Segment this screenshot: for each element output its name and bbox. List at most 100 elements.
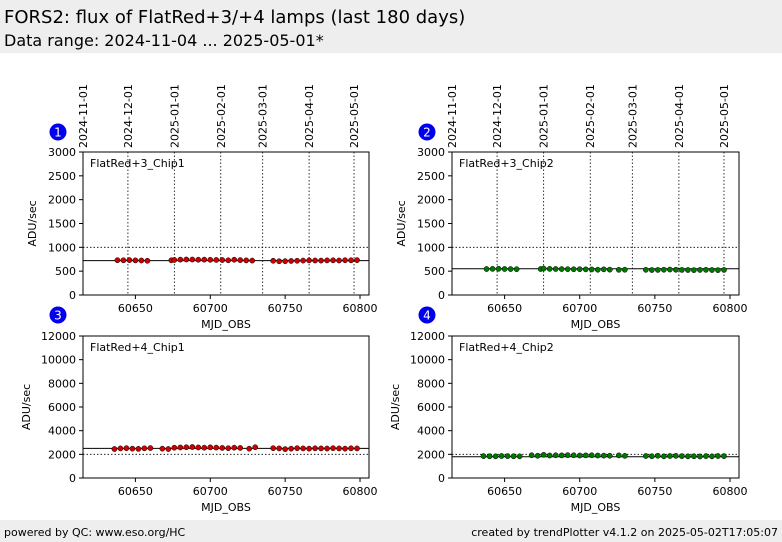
data-point [703,453,709,459]
data-point [594,266,601,273]
y-tick-label: 3000 [48,146,76,159]
panel-label: FlatRed+3_Chip2 [459,157,554,170]
data-range-subtitle: Data range: 2024-11-04 ... 2025-05-01* [4,31,324,50]
data-point [189,444,196,450]
data-point [621,453,628,459]
data-point [709,453,715,460]
data-point [667,453,673,459]
data-point [661,453,667,460]
data-point [183,256,190,263]
date-tick-label: 2024-11-01 [77,84,90,148]
data-point [655,452,661,459]
x-tick-label: 60800 [712,485,747,498]
plot-frame [451,335,740,479]
data-point [144,257,151,264]
data-point [282,258,288,265]
data-point [558,266,565,272]
data-point [237,445,244,451]
data-point [249,257,256,264]
data-point [300,445,306,452]
data-point [147,445,154,451]
data-point [492,453,499,460]
data-point [129,445,136,452]
data-point [135,446,142,452]
panel-number: 2 [423,126,431,140]
data-point [504,453,511,459]
data-point [183,444,190,451]
plot-frame [451,151,740,296]
data-point [141,445,148,452]
panel-number-badge [49,123,67,141]
data-point [195,256,202,263]
data-point [570,266,577,273]
data-point [642,453,649,459]
y-tick-label: 500 [55,265,76,278]
data-point [615,452,622,459]
data-point [655,267,661,273]
panel-1: 2024-11-01 2024-12-01 2025-01-01 2025-02-01… [26,84,378,331]
data-point [685,453,691,460]
data-point [495,265,502,272]
plot-frame [82,335,370,479]
footer-powered-by: powered by QC: www.eso.org/HC [4,526,186,539]
data-point [679,267,685,273]
data-point [648,267,655,273]
y-tick-label: 3000 [417,146,445,159]
data-point [570,452,577,459]
data-point [219,257,226,263]
y-axis-label: ADU/sec [20,384,33,430]
data-point [177,444,184,451]
y-tick-label: 8000 [417,377,445,390]
data-point [282,446,288,452]
data-point [507,266,514,272]
page-title: FORS2: flux of FlatRed+3/+4 lamps (last … [4,7,466,28]
data-point [703,266,709,273]
data-point [486,453,493,460]
data-point [213,257,220,263]
date-tick-label: 2025-04-01 [673,84,686,148]
data-point [276,258,283,265]
data-point [540,451,547,458]
data-point [324,445,330,452]
data-point [691,453,697,460]
data-point [195,444,202,451]
data-point [126,257,133,263]
data-point [685,267,691,273]
data-point [546,266,553,272]
data-point [516,453,523,460]
panel-number-badge [49,306,67,324]
data-point [177,256,184,263]
y-tick-label: 2000 [417,448,445,461]
y-tick-label: 2500 [48,170,76,183]
y-axis-label: ADU/sec [389,384,402,430]
data-point [564,266,571,273]
date-tick-label: 2025-04-01 [303,84,316,148]
data-point [582,266,589,273]
data-point [201,256,208,263]
data-point [709,267,715,273]
x-tick-label: 60700 [193,302,228,315]
panel-4: 0 2000 4000 6000 8000 10000 12000 60650 60700 607… [389,306,747,514]
date-tick-label: 2025-05-01 [348,84,361,148]
data-point [117,445,124,452]
y-tick-label: 1000 [48,241,76,254]
y-axis-label: ADU/sec [26,200,39,246]
data-point [673,453,679,459]
data-point [120,257,127,264]
data-point [576,452,583,459]
y-tick-label: 6000 [48,401,76,414]
data-point [513,266,520,273]
x-tick-label: 60800 [343,302,378,315]
y-axis-label: ADU/sec [395,200,408,246]
x-tick-label: 60700 [562,302,597,315]
data-point [480,453,487,459]
data-point [661,266,667,273]
data-point [312,445,318,452]
data-point [600,266,607,273]
data-point [606,452,613,459]
date-tick-label: 2025-02-01 [584,84,597,148]
data-point [342,445,348,452]
plot-frame [82,151,370,296]
y-tick-label: 12000 [410,330,445,343]
y-tick-label: 0 [69,472,76,485]
